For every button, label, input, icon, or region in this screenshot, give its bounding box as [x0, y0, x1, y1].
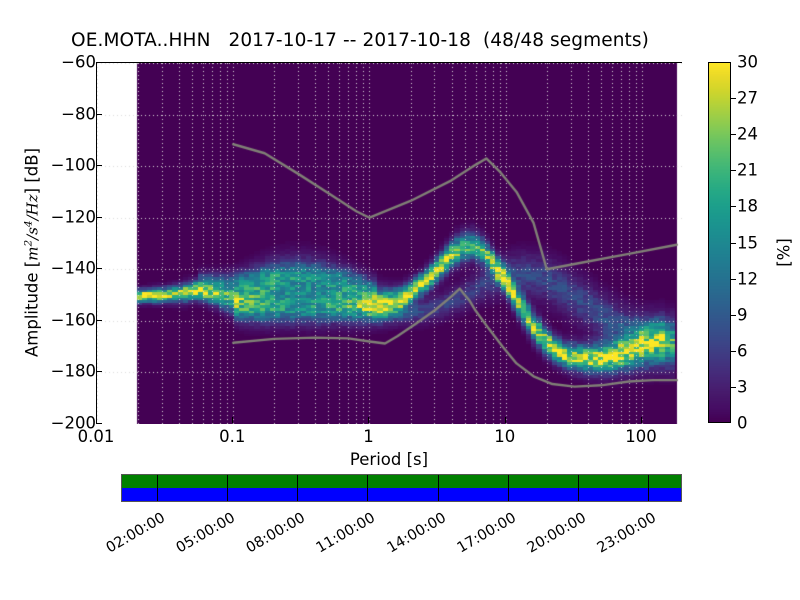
x-axis-tick-mark [232, 417, 234, 423]
y-axis-tick-mark [96, 217, 102, 219]
timeline-tick-mark [157, 475, 159, 501]
timeline-tick-mark [438, 475, 440, 501]
y-axis-tick-mark [96, 320, 102, 322]
colorbar-tick-label: 3 [737, 377, 748, 397]
colorbar-tick-mark [731, 206, 736, 208]
x-axis-tick-mark [641, 417, 643, 423]
timeline-tick-label: 20:00:00 [524, 510, 589, 557]
x-axis-tick-mark [505, 417, 507, 423]
y-axis-tick-mark [96, 114, 102, 116]
y-axis-tick-label: −60 [61, 52, 96, 72]
colorbar-gradient [709, 63, 730, 422]
colorbar-tick-label: 27 [737, 88, 758, 108]
y-axis-tick-label: −100 [50, 155, 96, 175]
colorbar-tick-mark [731, 279, 736, 281]
colorbar-tick-mark [731, 98, 736, 100]
y-axis-tick-label: −160 [50, 310, 96, 330]
x-axis-tick-label: 0.1 [219, 427, 246, 446]
timeline-tick-label: 05:00:00 [173, 510, 239, 557]
y-axis-tick-mark [96, 268, 102, 270]
timeline-tick-label: 14:00:00 [384, 510, 449, 557]
y-axis-tick-mark [96, 165, 102, 167]
y-axis-tick-mark [96, 62, 102, 64]
colorbar-tick-label: 24 [737, 124, 758, 144]
y-axis-label: Amplitude [m2/s4/Hz] [dB] [22, 147, 42, 358]
x-axis-tick-label: 0.01 [77, 427, 115, 446]
data-coverage-timeline[interactable] [121, 474, 682, 502]
y-axis-tick-mark [96, 423, 102, 425]
y-axis-tick-mark [96, 371, 102, 373]
colorbar-tick-label: 18 [737, 196, 758, 216]
x-axis-tick-label: 10 [494, 427, 516, 446]
colorbar-tick-label: 0 [737, 413, 748, 433]
timeline-tick-mark [367, 475, 369, 501]
y-axis-tick-label: −200 [50, 413, 96, 433]
timeline-tick-label: 11:00:00 [314, 510, 379, 557]
timeline-tick-mark [297, 475, 299, 501]
colorbar-tick-label: 21 [737, 160, 758, 180]
colorbar-tick-label: 9 [737, 305, 748, 325]
colorbar-tick-mark [731, 351, 736, 353]
y-axis-tick-label: −140 [50, 258, 96, 278]
coverage-bar-green [122, 475, 681, 488]
colorbar-tick-mark [731, 134, 736, 136]
x-axis-tick-label: 100 [625, 427, 657, 446]
y-axis-tick-label: −120 [50, 207, 96, 227]
timeline-tick-mark [508, 475, 510, 501]
x-axis-tick-label: 1 [363, 427, 374, 446]
timeline-tick-mark [578, 475, 580, 501]
colorbar-tick-label: 6 [737, 341, 748, 361]
colorbar[interactable] [708, 62, 731, 423]
colorbar-tick-label: 15 [737, 233, 758, 252]
ppsd-heatmap-canvas [97, 63, 683, 424]
timeline-tick-label: 02:00:00 [103, 510, 169, 557]
x-axis-tick-mark [96, 417, 98, 423]
x-axis-tick-mark [368, 417, 370, 423]
colorbar-tick-mark [731, 170, 736, 172]
colorbar-label: [%] [774, 238, 794, 267]
timeline-tick-mark [227, 475, 229, 501]
timeline-tick-label: 08:00:00 [243, 510, 309, 557]
timeline-tick-label: 17:00:00 [454, 510, 519, 557]
colorbar-tick-mark [731, 387, 736, 389]
colorbar-tick-mark [731, 243, 736, 245]
coverage-bar-blue [122, 488, 681, 501]
timeline-tick-label: 23:00:00 [594, 510, 659, 557]
y-axis-tick-label: −80 [61, 104, 96, 124]
ppsd-plot-area[interactable] [96, 62, 683, 424]
colorbar-tick-label: 30 [737, 52, 758, 72]
y-axis-tick-label: −180 [50, 361, 96, 381]
colorbar-tick-label: 12 [737, 269, 758, 289]
figure-title: OE.MOTA..HHN 2017-10-17 -- 2017-10-18 (4… [71, 30, 649, 51]
colorbar-tick-mark [731, 315, 736, 317]
timeline-tick-mark [648, 475, 650, 501]
x-axis-label: Period [s] [349, 450, 429, 469]
